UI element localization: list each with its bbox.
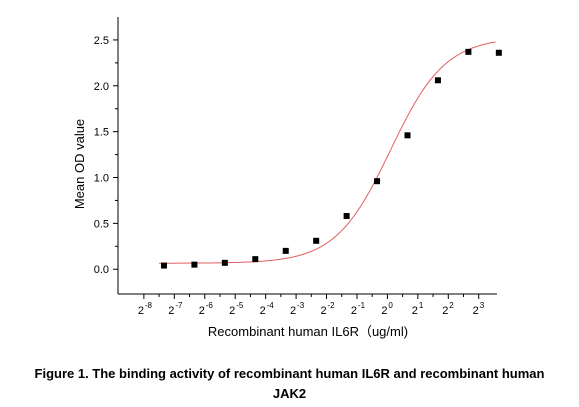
data-points: [160, 48, 502, 269]
x-tick-exponent: -3: [297, 301, 305, 310]
x-tick-label: 2: [412, 305, 418, 317]
x-tick-exponent: 3: [480, 301, 485, 310]
x-tick-label: 2: [138, 305, 144, 317]
x-tick-exponent: -5: [236, 301, 244, 310]
y-axis-ticks: 0.0 0.5 1.0 1.5 2.0 2.5: [94, 35, 118, 276]
data-point: [282, 247, 289, 254]
data-point: [343, 213, 350, 220]
x-tick-label: 2: [442, 305, 448, 317]
data-point: [252, 256, 259, 263]
y-tick-label: 1.5: [94, 127, 109, 139]
x-tick-label: 2: [199, 305, 205, 317]
caption-line-1: Figure 1. The binding activity of recomb…: [34, 366, 545, 381]
x-tick-exponent: -4: [267, 301, 275, 310]
x-tick-exponent: 2: [449, 301, 454, 310]
binding-chart: 0.00.51.01.52.02.5 2 -8 2 -7 2 -6 2 -5 2 -4 2 -3 2 -2…: [72, 17, 502, 339]
x-tick-label: 2: [473, 305, 479, 317]
x-tick-label: 2: [260, 305, 266, 317]
x-tick-label: 2: [229, 305, 235, 317]
y-tick-label: 0.5: [94, 218, 109, 230]
data-point: [313, 237, 320, 244]
x-tick-exponent: -7: [175, 301, 183, 310]
x-axis-label: Recombinant human IL6R（ug/ml): [208, 324, 408, 339]
data-point: [221, 259, 228, 266]
data-point: [374, 178, 381, 185]
y-tick-label: 1.0: [94, 173, 109, 185]
y-axis-label: Mean OD value: [72, 119, 87, 209]
data-point: [191, 261, 198, 268]
data-point: [434, 77, 441, 84]
x-tick-exponent: -2: [328, 301, 336, 310]
x-tick-exponent: 1: [419, 301, 424, 310]
x-tick-label: 2: [351, 305, 357, 317]
x-tick-exponent: -1: [358, 301, 366, 310]
figure-caption: Figure 1. The binding activity of recomb…: [0, 364, 579, 404]
x-tick-label: 2: [168, 305, 174, 317]
fit-curve: [159, 41, 496, 264]
x-tick-label: 2: [290, 305, 296, 317]
x-tick-label: 2: [381, 305, 387, 317]
x-axis-ticks: 2 -8 2 -7 2 -6 2 -5 2 -4 2 -3 2 -2 2 -1 2 0 2 1 2 2 2 3: [138, 294, 485, 317]
data-point: [160, 262, 167, 269]
x-tick-exponent: -6: [206, 301, 214, 310]
x-tick-exponent: 0: [388, 301, 393, 310]
y-tick-label: 0.0: [94, 264, 109, 276]
data-point: [465, 48, 472, 55]
y-tick-label: 2.5: [94, 35, 109, 47]
data-point: [495, 49, 502, 56]
x-tick-exponent: -8: [145, 301, 153, 310]
x-tick-label: 2: [320, 305, 326, 317]
caption-line-2: JAK2: [272, 386, 307, 401]
data-point: [404, 132, 411, 139]
y-tick-label: 2.0: [94, 81, 109, 93]
